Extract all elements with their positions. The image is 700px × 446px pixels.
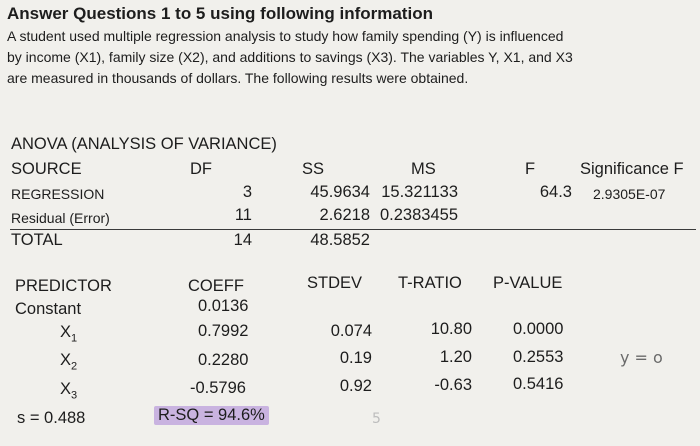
anova-header-ms: MS [411,160,436,178]
coef-row-predictor: Constant [15,300,82,318]
coef-header-pvalue: P-VALUE [493,274,563,292]
anova-row-source: Residual (Error) [11,210,110,226]
s-value: s = 0.488 [17,409,86,427]
anova-divider [10,229,696,230]
anova-row-source: TOTAL [11,231,63,249]
anova-row-ms: 15.321133 [381,183,458,201]
anova-row-ss: 2.6218 [319,206,370,224]
coef-row-tratio: -0.63 [434,376,472,394]
coef-row-tratio: 10.80 [430,320,472,338]
coef-row-stdev: 0.92 [339,377,372,395]
anova-row-source: REGRESSION [11,186,105,202]
anova-row-ss: 45.9634 [310,183,370,201]
handwritten-tick: 5 [372,411,381,427]
anova-row-ss: 48.5852 [310,231,370,249]
coef-row-pvalue: 0.2553 [513,348,564,366]
coef-row-predictor: X2 [60,351,78,373]
coef-header-predictor: PREDICTOR [15,277,112,295]
anova-row-df: 14 [233,231,252,249]
r-squared-highlight: R-SQ = 94.6% [154,406,269,425]
anova-title: ANOVA (ANALYSIS OF VARIANCE) [11,135,277,153]
coef-row-pvalue: 0.5416 [513,375,564,393]
coef-header-stdev: STDEV [307,274,363,292]
coef-row-coeff: -0.5796 [190,379,246,397]
coef-header-tratio: T-RATIO [398,274,462,292]
anova-row-df: 11 [234,206,252,224]
coef-row-stdev: 0.19 [339,349,372,367]
coef-row-pvalue: 0.0000 [513,320,564,338]
anova-row-ms: 0.2383455 [380,206,458,224]
coef-row-coeff: 0.7992 [198,322,249,340]
anova-row-f: 64.3 [539,183,572,201]
anova-row-sig: 2.9305E-07 [593,186,666,202]
coef-row-coeff: 0.2280 [198,351,249,369]
coef-row-stdev: 0.074 [330,322,372,340]
coef-header-coeff: COEFF [188,277,244,295]
anova-header-f: F [525,160,536,178]
anova-header-sig: Significance F [580,160,684,178]
coef-row-coeff: 0.0136 [198,297,249,315]
intro-line-1: A student used multiple regression analy… [7,28,564,44]
anova-header-source: SOURCE [11,160,82,178]
anova-header-df: DF [190,160,212,178]
anova-header-ss: SS [302,160,325,178]
heading: Answer Questions 1 to 5 using following … [7,4,433,23]
coef-row-predictor: X1 [60,323,78,345]
handwritten-note: y = o [620,348,663,367]
coef-row-predictor: X3 [60,380,78,402]
intro-line-2: by income (X1), family size (X2), and ad… [7,49,573,65]
intro-line-3: are measured in thousands of dollars. Th… [7,70,469,86]
anova-row-df: 3 [242,183,252,201]
coef-row-tratio: 1.20 [439,348,472,366]
